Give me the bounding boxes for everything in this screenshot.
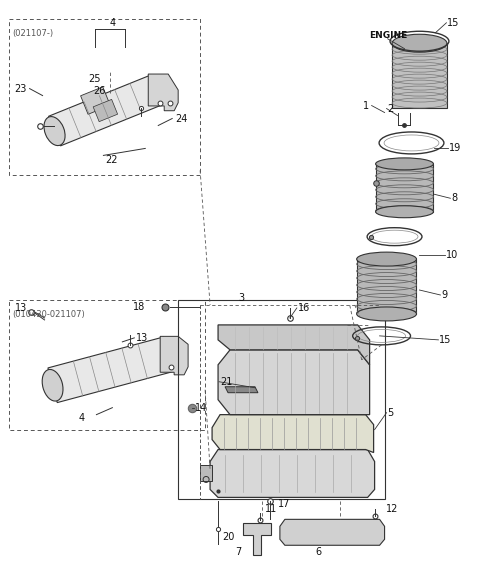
Bar (178, 300, 384, 499)
Ellipse shape (44, 116, 65, 146)
Text: 13: 13 (136, 333, 148, 343)
Bar (9, 300, 205, 430)
Polygon shape (81, 87, 110, 114)
Text: 23: 23 (15, 83, 27, 93)
Text: 13: 13 (15, 303, 27, 313)
Text: 14: 14 (195, 403, 207, 413)
Polygon shape (376, 164, 433, 212)
Text: 7: 7 (235, 547, 241, 557)
Polygon shape (225, 387, 258, 393)
Text: 4: 4 (109, 18, 115, 28)
Text: 2: 2 (387, 103, 394, 113)
Polygon shape (218, 350, 370, 415)
Text: 5: 5 (387, 407, 394, 417)
Text: 8: 8 (451, 193, 457, 203)
Text: 15: 15 (439, 335, 452, 345)
Text: 4: 4 (78, 413, 84, 423)
Text: 9: 9 (442, 290, 447, 300)
Ellipse shape (376, 158, 433, 170)
Polygon shape (357, 259, 417, 314)
Text: 20: 20 (222, 532, 234, 542)
Ellipse shape (357, 307, 417, 321)
Text: ENGINE: ENGINE (370, 31, 408, 40)
Polygon shape (392, 44, 447, 108)
Polygon shape (243, 523, 271, 555)
Ellipse shape (392, 34, 447, 52)
Ellipse shape (42, 369, 63, 401)
Polygon shape (93, 99, 118, 122)
Polygon shape (48, 75, 162, 146)
Text: (021107-): (021107-) (12, 29, 54, 38)
Text: 11: 11 (265, 505, 277, 514)
Ellipse shape (376, 206, 433, 218)
Text: 1: 1 (363, 101, 369, 111)
Text: 22: 22 (106, 155, 118, 165)
Text: 17: 17 (278, 499, 290, 509)
Ellipse shape (357, 252, 417, 266)
Text: (010430-021107): (010430-021107) (12, 310, 85, 319)
Text: 3: 3 (238, 293, 244, 303)
Text: 24: 24 (175, 113, 188, 123)
Text: 12: 12 (385, 505, 398, 514)
Text: 21: 21 (220, 377, 232, 387)
Polygon shape (218, 325, 370, 365)
Text: 16: 16 (298, 303, 310, 313)
Text: 6: 6 (316, 547, 322, 557)
Polygon shape (148, 74, 178, 111)
Text: 25: 25 (88, 74, 101, 83)
Polygon shape (48, 337, 173, 403)
Polygon shape (280, 519, 384, 545)
Polygon shape (200, 465, 212, 482)
Text: 18: 18 (133, 302, 145, 312)
Text: 19: 19 (449, 143, 462, 153)
Text: 26: 26 (94, 86, 106, 96)
Polygon shape (210, 450, 374, 497)
Polygon shape (160, 336, 188, 375)
Polygon shape (212, 415, 373, 453)
Text: 10: 10 (446, 250, 459, 260)
Text: 15: 15 (447, 18, 460, 28)
Bar (9, 19, 200, 175)
